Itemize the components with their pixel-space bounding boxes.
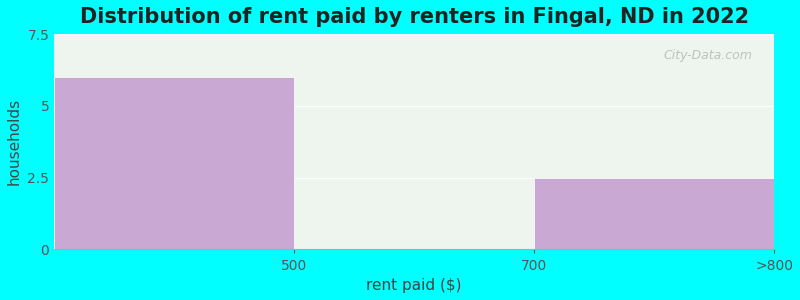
Bar — [534, 178, 774, 250]
X-axis label: rent paid ($): rent paid ($) — [366, 278, 462, 293]
Text: City-Data.com: City-Data.com — [663, 49, 753, 62]
Y-axis label: households: households — [7, 98, 22, 185]
Bar — [54, 77, 294, 250]
Title: Distribution of rent paid by renters in Fingal, ND in 2022: Distribution of rent paid by renters in … — [79, 7, 749, 27]
